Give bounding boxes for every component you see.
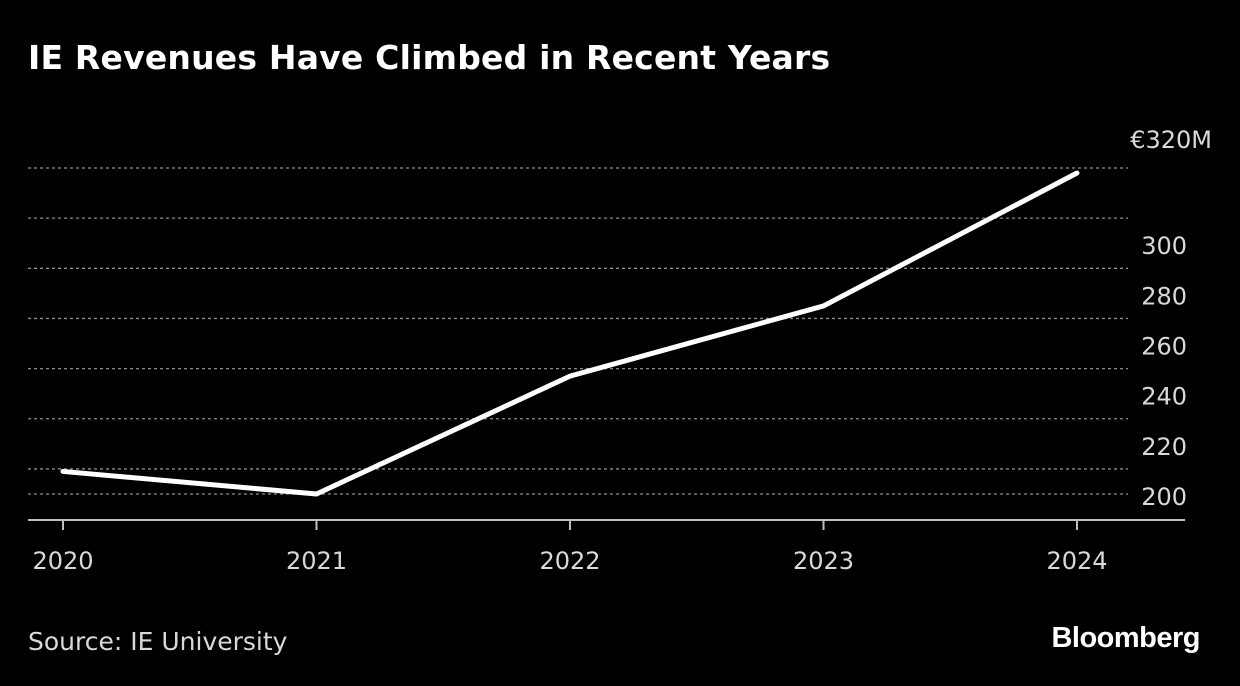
y-axis-tick-labels: 200 220 240 260 280 300 €320M — [1130, 126, 1212, 511]
bloomberg-logo: Bloomberg — [1051, 622, 1200, 654]
x-tick-label: 2020 — [32, 547, 93, 575]
chart-title: IE Revenues Have Climbed in Recent Years — [28, 38, 831, 77]
x-tick-label: 2022 — [539, 547, 600, 575]
gridlines — [28, 167, 1128, 495]
y-tick-label: 220 — [1141, 433, 1187, 461]
x-tick-label: 2021 — [286, 547, 347, 575]
y-tick-label: 280 — [1141, 282, 1187, 310]
y-tick-label: 240 — [1141, 383, 1187, 411]
x-tick-label: 2024 — [1046, 547, 1107, 575]
x-axis-ticks: 2020 2021 2022 2023 2024 — [32, 520, 1108, 575]
series-lines — [60, 170, 1080, 497]
y-tick-label: 260 — [1141, 332, 1187, 360]
revenue-line — [60, 170, 1080, 497]
source-note: Source: IE University — [28, 627, 288, 656]
y-tick-label: €320M — [1130, 126, 1212, 154]
x-tick-label: 2023 — [793, 547, 854, 575]
y-tick-label: 200 — [1141, 483, 1187, 511]
y-tick-label: 300 — [1141, 232, 1187, 260]
